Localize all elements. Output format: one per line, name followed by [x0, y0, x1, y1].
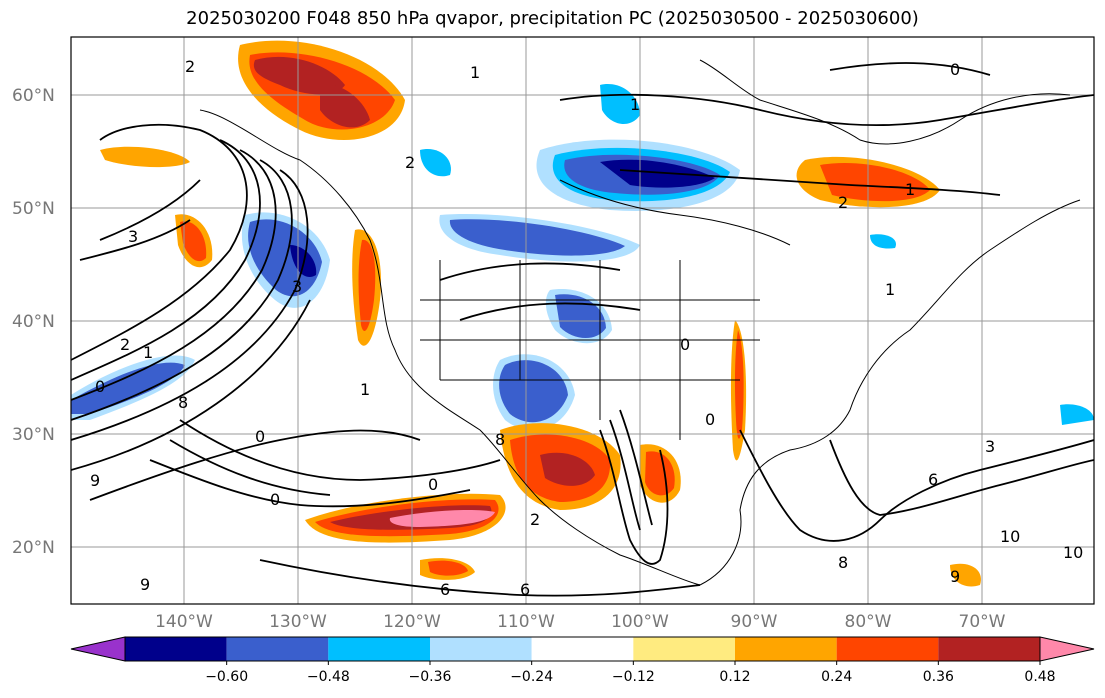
- lon-label: 70°W: [959, 612, 1006, 632]
- contour-label: 2: [838, 193, 848, 212]
- lon-label: 140°W: [155, 612, 213, 632]
- plot-frame: [70, 36, 1095, 605]
- lat-label: 30°N: [12, 425, 55, 445]
- lat-label: 20°N: [12, 538, 55, 558]
- colorbar-tick-label: −0.12: [612, 669, 655, 685]
- colorbar-segment: [125, 637, 227, 661]
- contour-label: 0: [428, 475, 438, 494]
- colorbar-outline: [124, 636, 1041, 662]
- contour-label: 3: [985, 437, 995, 456]
- contour-label: 8: [838, 553, 848, 572]
- contour-label: 1: [360, 380, 370, 399]
- colorbar-segment: [836, 637, 939, 661]
- contour-label: 3: [292, 277, 302, 296]
- colorbar-segment: [430, 637, 532, 661]
- contour-label: 2: [185, 57, 195, 76]
- lon-label: 80°W: [845, 612, 892, 632]
- colorbar-tick-label: 0.24: [821, 669, 852, 685]
- contour-label: 0: [950, 60, 960, 79]
- colorbar-segment: [938, 637, 1040, 661]
- contour-lines: [71, 62, 1094, 597]
- colorbar-tick-label: −0.60: [205, 669, 248, 685]
- contour-label: 2: [530, 510, 540, 529]
- coastlines: [199, 59, 1081, 586]
- contour-label: 1: [470, 63, 480, 82]
- lon-label: 110°W: [497, 612, 555, 632]
- map-title: 2025030200 F048 850 hPa qvapor, precipit…: [186, 8, 919, 29]
- lon-label: 130°W: [269, 612, 327, 632]
- contour-label: 10: [1000, 527, 1020, 546]
- lon-label: 120°W: [383, 612, 441, 632]
- contour-label: 0: [705, 410, 715, 429]
- contour-label: 9: [90, 471, 100, 490]
- contour-label-group: 2 1 1 0 1 2 2 3 3 2 1 0 8 0 9 0 0 2 8 1 …: [90, 57, 1083, 599]
- longitude-labels: 140°W 130°W 120°W 110°W 100°W 90°W 80°W …: [155, 612, 1006, 632]
- contour-label: 3: [128, 227, 138, 246]
- lon-label: 100°W: [611, 612, 669, 632]
- latitude-labels: 60°N 50°N 40°N 30°N 20°N: [12, 86, 55, 558]
- contour-label: 6: [928, 470, 938, 489]
- colorbar-arrow-right: [1039, 636, 1095, 662]
- colorbar-segment: [531, 637, 634, 661]
- lat-label: 50°N: [12, 199, 55, 219]
- colorbar-arrow-left: [70, 636, 126, 662]
- contour-label: 1: [143, 343, 153, 362]
- colorbar-segment: [633, 637, 735, 661]
- contour-label: 1: [905, 180, 915, 199]
- contour-label: 0: [270, 490, 280, 509]
- contour-label: 10: [1063, 543, 1083, 562]
- shading-layer: [71, 40, 1094, 587]
- contour-label: 2: [120, 335, 130, 354]
- contour-label: 0: [255, 427, 265, 446]
- contour-label: 6: [520, 580, 530, 599]
- contour-label: 0: [95, 377, 105, 396]
- lon-label: 90°W: [731, 612, 778, 632]
- lat-label: 40°N: [12, 312, 55, 332]
- colorbar-tick-label: −0.24: [510, 669, 553, 685]
- contour-label: 9: [140, 575, 150, 594]
- colorbar: −0.60 −0.48 −0.36 −0.24 −0.12 0.12 0.24 0.36 0.4…: [70, 636, 1095, 685]
- colorbar-tick-label: 0.36: [923, 669, 954, 685]
- colorbar-tick-label: −0.48: [307, 669, 350, 685]
- colorbar-tick-label: 0.48: [1024, 669, 1055, 685]
- contour-label: 8: [178, 393, 188, 412]
- colorbar-segment: [735, 637, 837, 661]
- colorbar-segment: [226, 637, 329, 661]
- contour-label: 1: [885, 280, 895, 299]
- contour-label: 6: [440, 580, 450, 599]
- contour-label: 0: [680, 335, 690, 354]
- colorbar-tick-label: −0.36: [409, 669, 452, 685]
- colorbar-segment: [328, 637, 430, 661]
- contour-label: 8: [495, 430, 505, 449]
- contour-label: 2: [405, 153, 415, 172]
- contour-label: 1: [630, 95, 640, 114]
- contour-label: 9: [950, 567, 960, 586]
- colorbar-tick-label: 0.12: [719, 669, 750, 685]
- lat-label: 60°N: [12, 86, 55, 106]
